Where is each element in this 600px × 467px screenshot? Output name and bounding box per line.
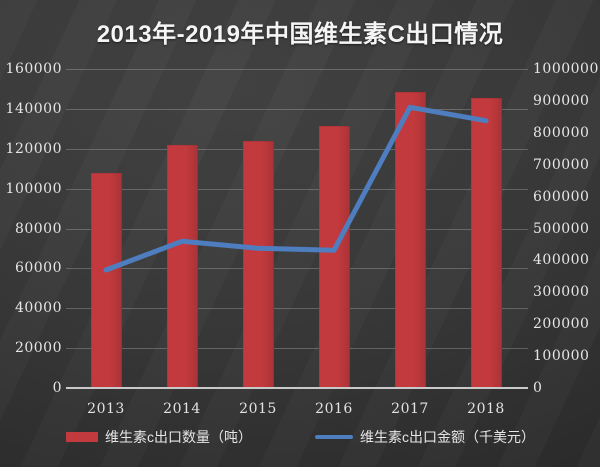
right-axis-tick-label: 200000 (533, 316, 590, 332)
legend-label-value: 维生素c出口金额（千美元） (360, 429, 535, 445)
right-axis-tick-label: 300000 (533, 284, 590, 300)
left-axis-tick-label: 60000 (14, 260, 62, 276)
bar-2014 (167, 145, 198, 388)
gridline (66, 149, 528, 150)
x-axis-label-2014: 2014 (163, 401, 201, 417)
gridline (66, 229, 528, 230)
left-axis-tick-label: 160000 (5, 61, 62, 77)
chart-title: 2013年-2019年中国维生素C出口情况 (96, 21, 504, 48)
x-axis-label-2013: 2013 (87, 401, 125, 417)
right-axis-tick-label: 600000 (533, 189, 590, 205)
gridline (66, 69, 528, 70)
legend-item-value: 维生素c出口金额（千美元） (315, 424, 535, 450)
legend: 维生素c出口数量（吨） 维生素c出口金额（千美元） (0, 424, 600, 454)
right-axis-tick-label: 800000 (533, 125, 590, 141)
left-axis-tick-label: 140000 (5, 101, 62, 117)
line-series-swatch-icon (315, 435, 353, 439)
right-axis-tick-label: 0 (533, 380, 543, 396)
right-axis-tick-label: 500000 (533, 221, 590, 237)
left-axis-tick-label: 80000 (14, 221, 62, 237)
legend-item-quantity: 维生素c出口数量（吨） (66, 424, 252, 450)
left-axis-tick-label: 100000 (5, 181, 62, 197)
bar-2015 (243, 141, 274, 388)
x-axis-label-2015: 2015 (239, 401, 277, 417)
gridline (66, 348, 528, 349)
right-axis-tick-label: 700000 (533, 157, 590, 173)
bar-series-swatch-icon (66, 432, 98, 442)
export-value-line (103, 104, 489, 273)
left-axis-tick-label: 0 (52, 380, 62, 396)
right-axis-tick-label: 1000000 (533, 61, 599, 77)
left-axis-tick-label: 120000 (5, 141, 62, 157)
bar-2017 (395, 92, 426, 388)
left-axis-tick-label: 40000 (14, 300, 62, 316)
x-axis-label-2017: 2017 (391, 401, 429, 417)
x-axis-label-2018: 2018 (467, 401, 505, 417)
right-axis-tick-label: 100000 (533, 348, 590, 364)
gridline (66, 109, 528, 110)
left-axis-tick-label: 20000 (14, 340, 62, 356)
right-axis-tick-label: 400000 (533, 252, 590, 268)
x-axis-line (66, 387, 528, 389)
gridline (66, 308, 528, 309)
x-axis-label-2016: 2016 (315, 401, 353, 417)
gridline (66, 189, 528, 190)
right-axis-tick-label: 900000 (533, 93, 590, 109)
bar-2016 (319, 126, 350, 388)
gridline (66, 268, 528, 269)
bar-2013 (91, 173, 122, 388)
legend-label-quantity: 维生素c出口数量（吨） (105, 429, 252, 445)
bar-2018 (471, 98, 502, 388)
